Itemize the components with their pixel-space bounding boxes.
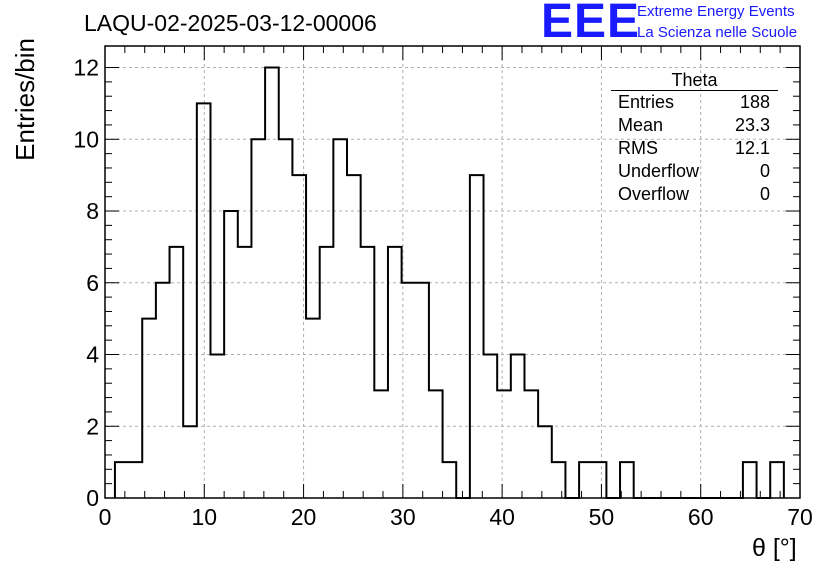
axis-tick-labels: 0 10 20 30 40 50 60 70 0 2 4 6 8 10 12	[73, 55, 812, 530]
stats-value: 188	[739, 92, 770, 112]
axis-ticks	[104, 46, 801, 499]
stats-label: Underflow	[618, 161, 700, 181]
stats-value: 23.3	[734, 115, 770, 135]
x-tick-label: 0	[99, 504, 112, 530]
x-tick-label: 50	[589, 504, 615, 530]
y-axis-label: Entries/bin	[10, 38, 40, 161]
x-tick-label: 60	[688, 504, 714, 530]
stats-value: 0	[759, 161, 770, 181]
y-tick-label: 8	[86, 198, 99, 224]
logo-line-2: La Scienza nelle Scuole	[637, 24, 798, 41]
stats-value: 12.1	[734, 138, 770, 158]
x-tick-label: 20	[291, 504, 317, 530]
stats-label: Overflow	[618, 184, 690, 204]
y-tick-label: 12	[73, 55, 99, 81]
stats-label: Mean	[618, 115, 664, 135]
y-tick-label: 4	[86, 342, 99, 368]
stats-row: RMS 12.1	[611, 137, 778, 160]
stats-box: Theta Entries 188 Mean 23.3 RMS 12.1 Und…	[611, 70, 778, 206]
stats-label: Entries	[618, 92, 675, 112]
stats-value: 0	[759, 184, 770, 204]
x-tick-label: 40	[489, 504, 515, 530]
stats-row: Underflow 0	[611, 160, 778, 183]
x-axis-label: θ [°]	[752, 534, 797, 562]
stats-row: Entries 188	[611, 91, 778, 114]
plot-frame	[104, 45, 801, 499]
x-tick-label: 30	[390, 504, 416, 530]
stats-title: Theta	[611, 70, 778, 91]
y-tick-label: 6	[86, 270, 99, 296]
stats-row: Mean 23.3	[611, 114, 778, 137]
logo-line-1: Extreme Energy Events	[637, 3, 795, 20]
histogram-title: LAQU-02-2025-03-12-00006	[84, 10, 377, 36]
y-tick-label: 2	[86, 413, 99, 439]
stats-label: RMS	[618, 138, 658, 158]
eee-logo: EEE	[541, 0, 641, 48]
y-tick-label: 0	[86, 485, 99, 511]
x-tick-label: 10	[191, 504, 217, 530]
stats-row: Overflow 0	[611, 183, 778, 206]
y-tick-label: 10	[73, 126, 99, 152]
x-tick-label: 70	[787, 504, 813, 530]
